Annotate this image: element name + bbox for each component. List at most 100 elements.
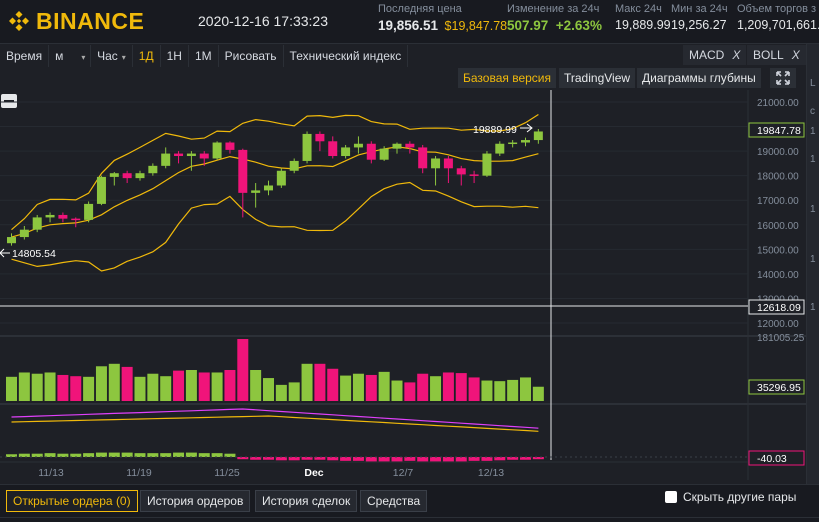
tab-open-orders[interactable]: Открытые ордера (0)	[6, 490, 138, 512]
price-tick-label: 16000.00	[757, 221, 799, 232]
bottom-divider	[0, 517, 819, 522]
binance-logo-icon	[9, 11, 29, 31]
candle	[302, 131, 312, 164]
candle	[495, 141, 505, 157]
candle	[353, 136, 363, 154]
volume-bar	[532, 386, 544, 401]
stat-last-price: Последняя цена 19,856.51 $19,847.78	[378, 3, 507, 33]
macd-histogram-bar	[391, 457, 403, 462]
tab-order-history[interactable]: История ордеров	[140, 490, 251, 512]
candle	[96, 175, 106, 206]
candle	[174, 151, 184, 164]
collapse-button[interactable]	[1, 94, 17, 108]
view-basic[interactable]: Базовая версия	[458, 68, 556, 88]
tb-time-label: Время	[0, 45, 50, 67]
stat-label: Макс 24ч	[615, 3, 662, 15]
candle	[32, 214, 42, 233]
candle	[212, 141, 222, 160]
strip-label: 1	[810, 254, 816, 265]
macd-histogram-bar	[455, 457, 467, 462]
arrow-right-icon	[520, 123, 533, 133]
candle	[521, 137, 530, 147]
macd-histogram-bar	[532, 457, 544, 460]
x-axis-label: 11/13	[38, 467, 64, 479]
volume-bar	[507, 379, 519, 401]
tb-interval-1w[interactable]: 1Н	[161, 45, 189, 67]
low-marker: 14805.54	[0, 248, 56, 260]
tb-interval-1m[interactable]: 1М	[189, 45, 219, 67]
stat-change-24h: Изменение за 24ч 507.97 +2.63%	[507, 3, 602, 33]
price-tick-label: 15000.00	[757, 245, 799, 256]
change-percent: +2.63%	[555, 18, 602, 33]
candle	[405, 141, 415, 154]
price-chart[interactable]: 21000.0020000.0019000.0018000.0017000.00…	[0, 90, 806, 480]
last-price-value: 19,856.51	[378, 18, 439, 33]
view-tradingview[interactable]: TradingView	[559, 68, 636, 88]
volume-bar	[198, 372, 210, 401]
macd-histogram-bar	[352, 457, 364, 461]
volume-value: 1,209,701,661.2	[737, 18, 819, 32]
hide-pairs-checkbox[interactable]	[665, 491, 677, 503]
tb-interval-1d[interactable]: 1Д	[133, 45, 161, 67]
tab-trade-history[interactable]: История сделок	[255, 490, 358, 512]
macd-histogram-bar	[95, 452, 107, 457]
macd-histogram-bar	[121, 452, 133, 457]
chevron-down-icon: ▾	[121, 53, 126, 62]
macd-histogram-bar	[288, 457, 300, 461]
macd-histogram-bar	[147, 453, 159, 457]
candle	[328, 136, 338, 159]
price-tick-label: 21000.00	[757, 98, 799, 109]
volume-bar	[70, 376, 82, 401]
volume-bar	[481, 380, 493, 401]
current-price-text: 19847.78	[757, 125, 801, 137]
candle	[251, 183, 261, 208]
fullscreen-button[interactable]	[770, 68, 796, 88]
macd-signal-line	[11, 415, 539, 432]
volume-bar	[442, 372, 454, 401]
tb-hour-dropdown[interactable]: Час ▾	[91, 45, 133, 67]
tb-technical-index[interactable]: Технический индекс	[284, 45, 409, 67]
tb-draw[interactable]: Рисовать	[219, 45, 284, 67]
indicator-boll[interactable]: BOLL X	[747, 45, 806, 65]
macd-histogram-bar	[507, 457, 519, 460]
price-tick-label: 12000.00	[757, 319, 799, 330]
macd-histogram-bar	[31, 453, 43, 457]
volume-bar	[57, 374, 69, 401]
macd-histogram-bar	[57, 453, 69, 457]
price-tick-label: 19000.00	[757, 147, 799, 158]
macd-histogram-bar	[198, 453, 210, 457]
hide-other-pairs[interactable]: Скрыть другие пары	[665, 490, 796, 504]
candle	[341, 144, 351, 159]
x-axis-label: 12/13	[478, 467, 504, 479]
tab-funds[interactable]: Средства	[360, 490, 428, 512]
crosshair-price-tag: 12618.09	[748, 299, 805, 315]
hide-pairs-label: Скрыть другие пары	[683, 490, 797, 504]
candle	[135, 170, 145, 181]
candle	[482, 151, 492, 177]
volume-bar	[365, 374, 377, 401]
volume-bar	[237, 339, 249, 401]
tb-minute-dropdown[interactable]: м ▾	[49, 45, 92, 67]
right-panel-edge: L c 1 1 1 1 1	[806, 44, 819, 489]
brand-logo[interactable]: BINANCE	[8, 8, 144, 34]
stat-volume-24h: Объем торгов з 1,209,701,661.2	[737, 3, 819, 32]
candle	[456, 165, 466, 186]
stat-label: Объем торгов з	[737, 3, 817, 15]
current-price-tag: 19847.78	[748, 122, 805, 138]
high-marker: 19889.99	[473, 123, 533, 136]
indicator-macd[interactable]: MACD X	[683, 45, 747, 65]
close-icon[interactable]: X	[791, 48, 800, 62]
stat-label: Последняя цена	[378, 3, 462, 15]
high-value: 19,889.99	[615, 18, 671, 32]
close-icon[interactable]: X	[732, 48, 741, 62]
low-value: 19,256.27	[671, 18, 727, 32]
strip-label: c	[810, 106, 815, 117]
bollinger-band-line	[11, 181, 539, 272]
volume-bar	[301, 363, 313, 401]
high-price-label: 19889.99	[473, 124, 517, 136]
macd-histogram-bar	[404, 457, 416, 461]
volume-bar	[263, 378, 274, 401]
macd-histogram-bar	[430, 457, 442, 462]
view-depth[interactable]: Диаграммы глубины	[637, 68, 761, 88]
volume-bar	[417, 373, 429, 401]
